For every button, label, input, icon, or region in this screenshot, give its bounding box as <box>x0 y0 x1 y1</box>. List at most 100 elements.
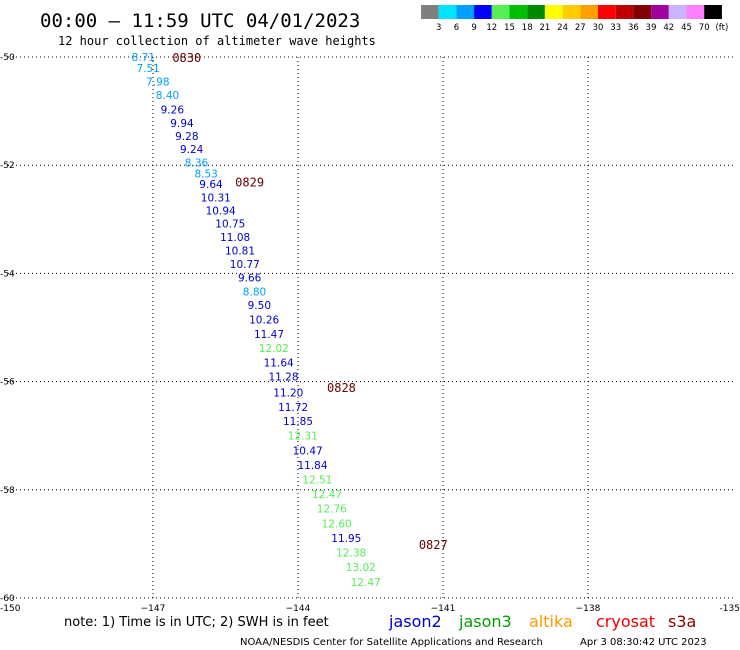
swh-label: 10.81 <box>225 246 255 258</box>
y-tick-label: -60 <box>0 594 15 604</box>
colorbar-swatch <box>580 5 598 19</box>
swh-label: 9.24 <box>180 144 204 156</box>
swh-label: 10.77 <box>230 259 260 271</box>
swh-label: 10.31 <box>201 193 231 205</box>
swh-label: 11.95 <box>331 533 361 545</box>
swh-label: 12.51 <box>302 475 332 487</box>
footnote: note: 1) Time is in UTC; 2) SWH is in fe… <box>64 615 329 630</box>
pass-time-label: 0828 <box>327 381 356 395</box>
colorbar-label: 27 <box>575 23 586 33</box>
swh-label: 12.60 <box>322 518 352 530</box>
colorbar-label: 36 <box>628 23 639 33</box>
swh-label: 8.40 <box>156 90 179 102</box>
swh-label: 8.36 <box>185 157 209 169</box>
x-tick-label: −138 <box>576 604 601 614</box>
pass-time-label: 0830 <box>172 51 201 65</box>
colorbar-label: 30 <box>593 23 604 33</box>
swh-label: 8.71 <box>132 52 155 64</box>
swh-label: 7.51 <box>136 63 159 75</box>
x-tick-label: -135 <box>720 604 740 614</box>
swh-label: 11.85 <box>283 416 313 428</box>
colorbar-label: (ft) <box>715 23 728 33</box>
colorbar-swatch <box>704 5 722 19</box>
colorbar-swatch <box>527 5 545 19</box>
chart-subtitle: 12 hour collection of altimeter wave hei… <box>58 34 376 48</box>
colorbar-label: 9 <box>471 23 476 33</box>
swh-label: 11.28 <box>268 372 298 384</box>
y-tick-label: -54 <box>0 269 15 279</box>
colorbar-swatch <box>562 5 581 19</box>
axis-ticks: -150 −147 −144 −141 −138 -135 -50 -52 -54 -56 -58 -… <box>0 53 740 614</box>
pass-time-label: 0827 <box>419 538 448 552</box>
swh-label: 8.53 <box>194 168 217 180</box>
swh-label: 8.80 <box>243 286 266 298</box>
swh-label: 11.08 <box>220 232 250 244</box>
generated-time: Apr 3 08:30:42 UTC 2023 <box>580 637 707 648</box>
swh-label: 9.50 <box>248 300 271 312</box>
swh-label: 9.26 <box>161 104 185 116</box>
colorbar-swatch <box>668 5 687 19</box>
chart-title: 00:00 – 11:59 UTC 04/01/2023 <box>40 10 360 32</box>
colorbar-label: 18 <box>522 23 533 33</box>
y-tick-label: -56 <box>0 378 15 388</box>
colorbar-swatch <box>686 5 705 19</box>
swh-label: 12.38 <box>336 548 366 560</box>
swh-label: 11.64 <box>264 358 294 370</box>
y-tick-label: -58 <box>0 486 15 496</box>
colorbar-label: 33 <box>610 23 621 33</box>
swh-label: 12.31 <box>288 431 318 443</box>
swh-label: 13.02 <box>346 562 376 574</box>
colorbar-swatch <box>474 5 492 19</box>
colorbar-swatch <box>615 5 634 19</box>
colorbar-label: 21 <box>539 23 550 33</box>
swh-label: 9.66 <box>238 273 262 285</box>
pass-time-labels: 0830 0829 0828 0827 <box>172 51 447 552</box>
swh-label: 10.75 <box>215 219 245 231</box>
satellite-legend: jason2 jason3 altika cryosat s3a <box>388 612 696 631</box>
colorbar-label: 24 <box>557 23 568 33</box>
y-tick-label: -52 <box>0 161 15 171</box>
colorbar-label: 15 <box>504 23 515 33</box>
satellite-legend-item: cryosat <box>596 612 655 631</box>
colorbar: 3 6 9 12 15 18 21 24 27 30 33 36 39 42 45 70 (ft) <box>421 5 728 33</box>
colorbar-swatch <box>651 5 669 19</box>
satellite-legend-item: jason2 <box>388 612 442 631</box>
x-tick-label: −144 <box>286 604 311 614</box>
colorbar-label: 45 <box>681 23 692 33</box>
colorbar-swatch <box>438 5 457 19</box>
colorbar-label: 12 <box>486 23 497 33</box>
colorbar-swatch <box>544 5 563 19</box>
colorbar-swatch <box>456 5 475 19</box>
swh-label: 11.20 <box>273 387 303 399</box>
swh-label: 9.94 <box>170 118 194 130</box>
satellite-legend-item: s3a <box>668 612 696 631</box>
colorbar-label: 70 <box>699 23 710 33</box>
swh-label: 10.47 <box>293 445 323 457</box>
swh-label: 7.98 <box>146 76 169 88</box>
swh-label: 10.26 <box>249 314 279 326</box>
colorbar-label: 39 <box>646 23 657 33</box>
swh-label: 10.94 <box>206 206 236 218</box>
colorbar-swatch <box>491 5 510 19</box>
colorbar-swatch <box>421 5 439 19</box>
swh-label: 9.64 <box>199 179 223 191</box>
colorbar-swatch <box>633 5 652 19</box>
x-tick-label: −147 <box>141 604 166 614</box>
colorbar-label: 3 <box>436 23 441 33</box>
swh-label: 12.47 <box>351 577 381 589</box>
swh-label: 11.84 <box>297 460 327 472</box>
swh-label: 11.47 <box>254 329 284 341</box>
swh-label: 9.28 <box>175 131 198 143</box>
colorbar-label: 42 <box>663 23 674 33</box>
satellite-legend-item: jason3 <box>458 612 512 631</box>
swh-label: 12.02 <box>259 343 289 355</box>
x-tick-label: -150 <box>0 604 21 614</box>
x-tick-label: −141 <box>431 604 456 614</box>
swh-label: 12.76 <box>317 504 347 516</box>
colorbar-label: 6 <box>454 23 459 33</box>
plot-grid <box>8 56 733 599</box>
pass-time-label: 0829 <box>235 175 264 189</box>
colorbar-swatch <box>509 5 528 19</box>
colorbar-swatch <box>598 5 616 19</box>
